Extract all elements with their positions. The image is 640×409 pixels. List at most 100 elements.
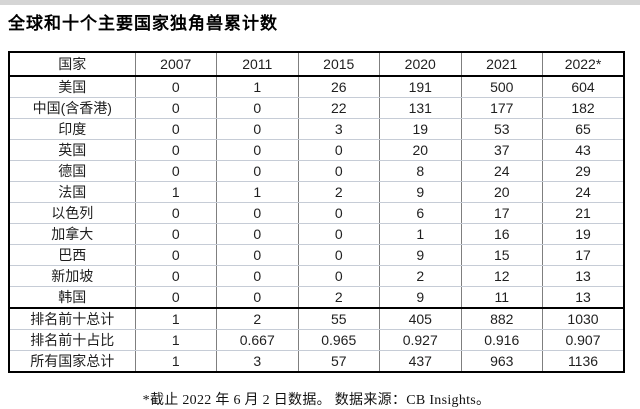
table-cell: 0 bbox=[134, 139, 217, 161]
table-cell: 963 bbox=[460, 350, 543, 372]
table-row: 中国(含香港) 0 0 22 131 177 182 bbox=[8, 97, 625, 119]
row-label: 中国(含香港) bbox=[8, 97, 136, 119]
table-cell: 19 bbox=[379, 118, 462, 140]
table-cell: 0 bbox=[134, 202, 217, 224]
table-cell: 1 bbox=[134, 329, 217, 351]
table-cell: 9 bbox=[379, 181, 462, 203]
table-cell: 17 bbox=[542, 244, 625, 266]
table-cell: 9 bbox=[379, 244, 462, 266]
table-cell: 0 bbox=[134, 76, 217, 98]
table-cell: 1136 bbox=[542, 350, 625, 372]
table-cell: 0 bbox=[216, 97, 299, 119]
table-cell: 0 bbox=[297, 139, 380, 161]
row-label: 排名前十总计 bbox=[8, 307, 136, 330]
table-cell: 43 bbox=[542, 139, 625, 161]
table-cell: 3 bbox=[297, 118, 380, 140]
row-label: 以色列 bbox=[8, 202, 136, 224]
row-label: 法国 bbox=[8, 181, 136, 203]
table-cell: 0.927 bbox=[379, 329, 462, 351]
row-label: 英国 bbox=[8, 139, 136, 161]
table-cell: 0 bbox=[297, 223, 380, 245]
table-row: 德国 0 0 0 8 24 29 bbox=[8, 160, 625, 182]
table-cell: 37 bbox=[460, 139, 543, 161]
table-cell: 65 bbox=[542, 118, 625, 140]
table-cell: 20 bbox=[379, 139, 462, 161]
table-cell: 604 bbox=[542, 76, 625, 98]
row-label: 德国 bbox=[8, 160, 136, 182]
row-label: 所有国家总计 bbox=[8, 350, 136, 372]
row-label: 排名前十占比 bbox=[8, 329, 136, 351]
table-row: 加拿大 0 0 0 1 16 19 bbox=[8, 223, 625, 245]
table-header-row: 国家 2007 2011 2015 2020 2021 2022* bbox=[8, 52, 625, 77]
table-cell: 0 bbox=[216, 286, 299, 309]
table-cell: 1 bbox=[216, 76, 299, 98]
table-cell: 0 bbox=[297, 244, 380, 266]
table-cell: 0 bbox=[216, 202, 299, 224]
table-cell: 0 bbox=[297, 265, 380, 287]
table-cell: 0 bbox=[134, 118, 217, 140]
table-cell: 500 bbox=[460, 76, 543, 98]
table-body: 美国 0 1 26 191 500 604 中国(含香港) 0 0 22 131 177 182 印度 0 0 3… bbox=[8, 76, 625, 372]
unicorn-count-table: 国家 2007 2011 2015 2020 2021 2022* 美国 0 1 26 191 500… bbox=[8, 51, 625, 373]
table-cell: 0 bbox=[216, 223, 299, 245]
table-cell: 24 bbox=[460, 160, 543, 182]
table-cell: 2 bbox=[297, 181, 380, 203]
table-cell: 1 bbox=[379, 223, 462, 245]
table-row: 英国 0 0 0 20 37 43 bbox=[8, 139, 625, 161]
table-cell: 1 bbox=[134, 350, 217, 372]
table-cell: 405 bbox=[379, 307, 462, 330]
table-row: 韩国 0 0 2 9 11 13 bbox=[8, 286, 625, 309]
table-cell: 21 bbox=[542, 202, 625, 224]
table-cell: 0 bbox=[216, 265, 299, 287]
table-cell: 2 bbox=[297, 286, 380, 309]
footnote: *截止 2022 年 6 月 2 日数据。 数据来源：CB Insights。 bbox=[142, 393, 491, 408]
table-cell: 13 bbox=[542, 265, 625, 287]
table-cell: 53 bbox=[460, 118, 543, 140]
table-cell: 17 bbox=[460, 202, 543, 224]
table-row: 法国 1 1 2 9 20 24 bbox=[8, 181, 625, 203]
table-cell: 3 bbox=[216, 350, 299, 372]
table-cell: 26 bbox=[297, 76, 380, 98]
table-cell: 0 bbox=[297, 160, 380, 182]
table-cell: 182 bbox=[542, 97, 625, 119]
column-header-year: 2020 bbox=[379, 52, 462, 77]
table-cell: 13 bbox=[542, 286, 625, 309]
table-cell: 19 bbox=[542, 223, 625, 245]
table-cell: 882 bbox=[460, 307, 543, 330]
table-cell: 29 bbox=[542, 160, 625, 182]
table-cell: 22 bbox=[297, 97, 380, 119]
table-cell: 437 bbox=[379, 350, 462, 372]
column-header-year: 2007 bbox=[134, 52, 217, 77]
summary-row: 排名前十占比 1 0.667 0.965 0.927 0.916 0.907 bbox=[8, 329, 625, 351]
table-cell: 0.965 bbox=[297, 329, 380, 351]
table-cell: 11 bbox=[460, 286, 543, 309]
table-row: 以色列 0 0 0 6 17 21 bbox=[8, 202, 625, 224]
table-cell: 20 bbox=[460, 181, 543, 203]
table-cell: 1 bbox=[134, 181, 217, 203]
row-label: 巴西 bbox=[8, 244, 136, 266]
table-cell: 0 bbox=[134, 160, 217, 182]
row-label: 韩国 bbox=[8, 286, 136, 309]
row-label: 美国 bbox=[8, 76, 136, 98]
table-cell: 0 bbox=[216, 160, 299, 182]
summary-row: 所有国家总计 1 3 57 437 963 1136 bbox=[8, 350, 625, 372]
table-cell: 0 bbox=[134, 286, 217, 309]
table-head: 国家 2007 2011 2015 2020 2021 2022* bbox=[8, 52, 625, 77]
column-header-country: 国家 bbox=[8, 52, 136, 77]
table-cell: 1 bbox=[216, 181, 299, 203]
table-cell: 8 bbox=[379, 160, 462, 182]
table-cell: 6 bbox=[379, 202, 462, 224]
table-cell: 12 bbox=[460, 265, 543, 287]
table-cell: 15 bbox=[460, 244, 543, 266]
page-title: 全球和十个主要国家独角兽累计数 bbox=[8, 14, 278, 33]
row-label: 加拿大 bbox=[8, 223, 136, 245]
table-cell: 0 bbox=[216, 118, 299, 140]
top-divider-band bbox=[0, 0, 640, 5]
table-cell: 16 bbox=[460, 223, 543, 245]
column-header-year: 2015 bbox=[297, 52, 380, 77]
table-cell: 24 bbox=[542, 181, 625, 203]
table-cell: 131 bbox=[379, 97, 462, 119]
table-cell: 9 bbox=[379, 286, 462, 309]
table-cell: 177 bbox=[460, 97, 543, 119]
table-row: 美国 0 1 26 191 500 604 bbox=[8, 76, 625, 98]
